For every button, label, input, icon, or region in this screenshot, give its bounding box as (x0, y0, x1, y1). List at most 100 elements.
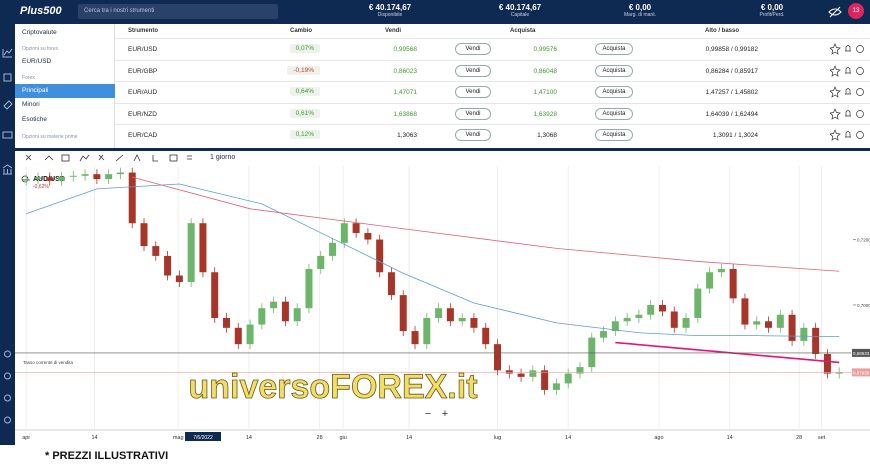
candle-body (765, 321, 773, 328)
candle-body (317, 255, 325, 269)
candle-body (105, 174, 113, 180)
candle-body (576, 367, 584, 374)
instrument-row[interactable]: EUR/USD 0,07% 0,99568 Vendi 0,99576 Acquista 0… (115, 38, 870, 59)
price-chart: AUD/USD -0,62% apr14mag1428giu14lug14ago… (15, 166, 870, 445)
interval-selector[interactable]: 1 giorno (210, 154, 236, 161)
high-low: 1,3091 / 1,3024 (712, 132, 758, 139)
sell-price: 1,63868 (393, 110, 418, 118)
balance-amount: € 0,00 (628, 3, 652, 12)
buy-button[interactable]: Acquista (595, 43, 633, 55)
candle-body (58, 176, 66, 181)
moving-average (132, 176, 840, 272)
visibility-icon[interactable] (828, 6, 842, 18)
info-icon[interactable] (21, 175, 29, 183)
x-tick-label: 14 (246, 435, 252, 441)
row-icons[interactable] (830, 107, 866, 120)
candle-body (175, 275, 183, 283)
candle-body (329, 242, 337, 256)
candle-body (199, 223, 207, 273)
x-tick-label: 14 (727, 435, 733, 441)
moving-average (26, 183, 840, 338)
row-icons[interactable] (830, 86, 866, 98)
price-tag-label: 0,67936 (853, 370, 870, 375)
balance: € 0,00 Profit/Perd. (717, 3, 827, 18)
candle-body (116, 172, 124, 175)
instrument-row[interactable]: EUR/GBP -0,19% 0,86023 Vendi 0,86048 Acquista… (115, 59, 870, 81)
sell-button[interactable]: Vendi (455, 107, 491, 120)
candle-body (647, 304, 655, 315)
balance-amount: € 40.174,67 (368, 3, 412, 12)
logo[interactable]: Plus500 (20, 5, 62, 17)
x-tick-label: ago (654, 435, 663, 441)
sell-price: 1,3063 (397, 132, 417, 139)
balance-label: Capitale (510, 12, 530, 18)
balance: € 40.174,67 Disponibile (335, 3, 445, 18)
chart-toolbar: 1 giorno (15, 148, 870, 166)
candle-body (788, 314, 796, 341)
instrument: EUR/AUD (128, 89, 158, 96)
balance-label: Profit/Perd. (759, 12, 785, 18)
x-tick-label: apr (22, 435, 30, 441)
candle-body (69, 175, 77, 177)
sidebar-icons (2, 48, 13, 424)
candle-body (611, 321, 619, 332)
nav-item: Opzioni su forex (22, 46, 59, 52)
x-tick-label: 14 (91, 435, 97, 441)
price-tag (852, 368, 870, 377)
high-low: 1,47257 / 1,45802 (705, 89, 758, 96)
y-tick-label: 0,72000 (857, 238, 870, 243)
buy-button[interactable]: Acquista (595, 129, 633, 141)
nav-item: Forex (22, 75, 35, 81)
high-low: 1,64039 / 1,62494 (705, 110, 758, 118)
date-tag (185, 432, 221, 441)
zoom-button[interactable]: − (425, 408, 431, 420)
candle-body (22, 179, 30, 181)
candle-body (423, 318, 431, 345)
price-tag-label: 0,68533 (853, 351, 870, 356)
change: 0,64% (289, 87, 320, 96)
instrument-row[interactable]: EUR/NZD 0,61% 1,63868 Vendi 1,63928 Acquista 1… (115, 102, 870, 124)
nav-item[interactable]: Esotiche (22, 116, 47, 123)
buy-price: 0,86048 (533, 67, 558, 75)
candle-body (305, 268, 313, 309)
candle-body (623, 318, 631, 322)
balance-amount: € 40.174,67 (498, 3, 542, 12)
zoom-button[interactable]: + (442, 408, 448, 420)
search-box[interactable]: Cerca tra i nostri strumenti (78, 4, 278, 19)
candle-body (494, 344, 502, 371)
row-icons[interactable] (830, 129, 866, 141)
candle-body (340, 223, 348, 243)
change: 0,61% (289, 108, 320, 118)
notification-badge[interactable]: 13 (848, 3, 864, 19)
nav-item[interactable]: EUR/USD (22, 58, 52, 65)
candle-body (670, 311, 678, 328)
buy-button[interactable]: Acquista (595, 86, 633, 98)
sell-button[interactable]: Vendi (455, 86, 491, 98)
nav-item[interactable]: Criptovalute (22, 29, 57, 36)
candle-body (387, 272, 395, 296)
candle-body (823, 353, 831, 374)
buy-button[interactable]: Acquista (595, 64, 633, 77)
candle-body (529, 370, 537, 377)
row-icons[interactable] (830, 43, 866, 55)
balance: € 40.174,67 Capitale (465, 3, 575, 18)
column-header: Vendi (385, 28, 402, 34)
instrument-row[interactable]: EUR/CAD 0,12% 1,3063 Vendi 1,3068 Acquista 1,3… (115, 124, 870, 145)
column-header: Strumento (128, 28, 158, 34)
nav-item[interactable]: Principali (15, 84, 115, 98)
candle-body (211, 272, 219, 319)
y-tick-label: 0,70000 (857, 303, 870, 308)
nav-item[interactable]: Minori (22, 101, 40, 108)
candle-body (835, 372, 843, 374)
row-icons[interactable] (830, 64, 866, 77)
instrument: EUR/CAD (128, 132, 158, 139)
sell-button[interactable]: Vendi (455, 129, 491, 141)
balance-label: Marg. di mant. (624, 12, 656, 18)
candle-body (411, 331, 419, 345)
candle-body (706, 272, 714, 289)
buy-button[interactable]: Acquista (595, 107, 633, 120)
sell-button[interactable]: Vendi (455, 43, 491, 55)
sell-button[interactable]: Vendi (455, 64, 491, 77)
x-tick-label: 28 (317, 435, 323, 441)
instrument-row[interactable]: EUR/AUD 0,64% 1,47071 Vendi 1,47100 Acquista 1… (115, 81, 870, 102)
